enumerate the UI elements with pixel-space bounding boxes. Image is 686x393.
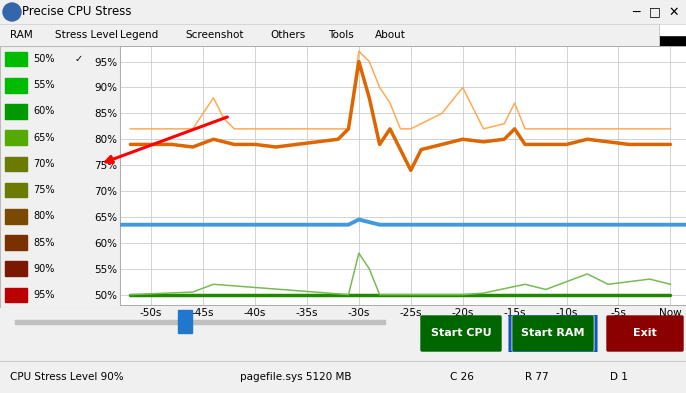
Text: CPU Stress Level 90%: CPU Stress Level 90%	[10, 371, 123, 382]
Text: 55%: 55%	[33, 80, 55, 90]
Text: verage: verage	[150, 88, 187, 98]
Text: verage: verage	[150, 72, 187, 81]
Text: Legend: Legend	[120, 30, 158, 40]
Bar	[5, 130, 27, 145]
Text: 95%: 95%	[33, 290, 54, 300]
Text: 60%: 60%	[33, 107, 54, 116]
Text: 80%: 80%	[33, 211, 54, 221]
Text: 85%: 85%	[33, 237, 54, 248]
Text: 50%: 50%	[33, 54, 54, 64]
Text: ─: ─	[632, 6, 640, 18]
Bar	[5, 183, 27, 197]
Text: Exit: Exit	[633, 329, 657, 338]
Bar	[5, 209, 27, 224]
Text: Screenshot: Screenshot	[185, 30, 244, 40]
Text: verage: verage	[150, 105, 187, 115]
Circle shape	[3, 3, 21, 21]
Text: Start CPU: Start CPU	[431, 329, 491, 338]
Text: 75%: 75%	[33, 185, 55, 195]
Bar	[178, 310, 192, 333]
Bar	[5, 78, 27, 92]
Text: 65%: 65%	[33, 133, 54, 143]
Text: RAM: RAM	[10, 30, 33, 40]
Text: 70%: 70%	[33, 159, 54, 169]
Bar	[5, 288, 27, 302]
FancyBboxPatch shape	[421, 316, 501, 351]
Bar	[660, 24, 686, 47]
Text: pagefile.sys 5120 MB: pagefile.sys 5120 MB	[240, 371, 351, 382]
Text: ✕: ✕	[669, 6, 679, 18]
FancyBboxPatch shape	[607, 316, 683, 351]
Text: Start RAM: Start RAM	[521, 329, 584, 338]
Text: □: □	[649, 6, 661, 18]
Bar	[5, 235, 27, 250]
Text: D 1: D 1	[610, 371, 628, 382]
Text: About: About	[375, 30, 406, 40]
Text: C 26: C 26	[450, 371, 474, 382]
Text: aximum: aximum	[150, 121, 192, 131]
Bar	[5, 52, 27, 66]
Text: Stress Level: Stress Level	[55, 30, 118, 40]
FancyBboxPatch shape	[513, 316, 593, 351]
Text: Others: Others	[270, 30, 305, 40]
Bar	[15, 320, 385, 323]
Text: Precise CPU Stress: Precise CPU Stress	[22, 6, 132, 18]
Bar	[660, 24, 686, 35]
Text: ximum: ximum	[150, 138, 186, 148]
Bar	[5, 157, 27, 171]
Bar	[5, 261, 27, 276]
Text: ximum: ximum	[150, 155, 186, 165]
Bar	[5, 104, 27, 119]
Text: ✓: ✓	[75, 54, 83, 64]
Text: 90%: 90%	[33, 264, 54, 274]
Text: R 77: R 77	[525, 371, 549, 382]
Text: Tools: Tools	[328, 30, 354, 40]
